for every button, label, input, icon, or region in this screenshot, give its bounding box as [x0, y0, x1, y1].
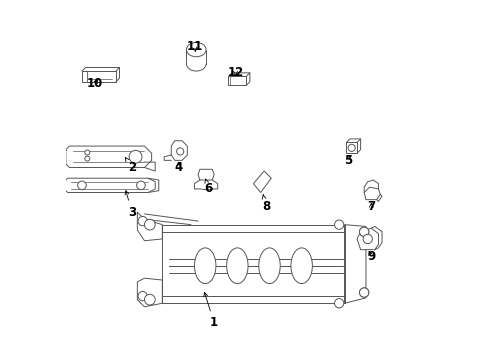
Polygon shape [82, 71, 116, 82]
Ellipse shape [226, 248, 247, 284]
Text: 6: 6 [204, 179, 212, 195]
Text: 12: 12 [227, 66, 243, 79]
Circle shape [138, 216, 147, 226]
Polygon shape [364, 187, 380, 200]
Text: 5: 5 [343, 154, 351, 167]
Polygon shape [198, 169, 214, 180]
Polygon shape [137, 278, 162, 307]
Circle shape [359, 227, 368, 237]
Text: 9: 9 [366, 250, 375, 263]
Text: 2: 2 [125, 158, 136, 174]
Circle shape [138, 292, 147, 301]
Polygon shape [356, 228, 378, 249]
Circle shape [359, 288, 368, 297]
Circle shape [363, 234, 372, 244]
Text: 8: 8 [261, 195, 269, 213]
Text: 10: 10 [87, 77, 103, 90]
Polygon shape [344, 225, 365, 303]
Polygon shape [64, 178, 155, 193]
Circle shape [359, 288, 368, 297]
Text: 1: 1 [203, 292, 218, 329]
Polygon shape [228, 76, 246, 85]
Text: 3: 3 [125, 191, 136, 219]
Circle shape [176, 148, 183, 155]
Ellipse shape [258, 248, 280, 284]
Ellipse shape [290, 248, 312, 284]
Polygon shape [137, 212, 162, 241]
Text: 7: 7 [366, 200, 375, 213]
Polygon shape [253, 171, 271, 193]
Circle shape [129, 150, 142, 163]
Text: 11: 11 [186, 40, 202, 53]
Circle shape [334, 298, 343, 308]
Circle shape [144, 294, 155, 305]
Polygon shape [171, 141, 187, 160]
Circle shape [78, 181, 86, 190]
Circle shape [136, 181, 145, 190]
Circle shape [144, 219, 155, 230]
Polygon shape [66, 146, 151, 167]
Circle shape [359, 227, 368, 237]
Circle shape [347, 144, 354, 152]
Circle shape [334, 220, 343, 229]
Ellipse shape [194, 248, 216, 284]
Circle shape [84, 150, 90, 155]
Ellipse shape [186, 42, 205, 57]
Text: 4: 4 [174, 161, 182, 174]
Circle shape [84, 156, 90, 161]
Polygon shape [346, 143, 356, 153]
